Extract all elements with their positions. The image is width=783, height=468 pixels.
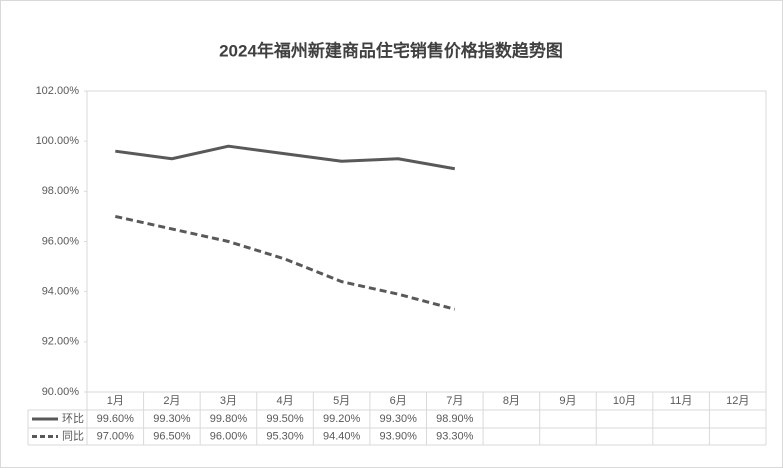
table-value: 99.50% <box>266 413 304 425</box>
x-tick-label: 11月 <box>670 395 692 407</box>
table-value: 93.90% <box>380 430 418 442</box>
table-value: 99.30% <box>153 413 191 425</box>
y-tick-label: 98.00% <box>42 185 80 197</box>
legend-label: 同比 <box>62 429 84 442</box>
table-value: 99.30% <box>380 413 418 425</box>
y-tick-label: 94.00% <box>42 286 80 298</box>
legend-label: 环比 <box>62 412 84 425</box>
table-value: 94.40% <box>323 430 361 442</box>
table-value: 97.00% <box>97 430 135 442</box>
table-value: 93.30% <box>436 430 474 442</box>
series-line <box>114 214 456 311</box>
x-tick-label: 5月 <box>333 395 350 407</box>
x-tick-label: 10月 <box>613 395 636 407</box>
y-tick-label: 100.00% <box>36 135 80 147</box>
series-line <box>115 144 456 171</box>
table-value: 98.90% <box>436 413 474 425</box>
y-tick-label: 102.00% <box>36 85 80 97</box>
x-tick-label: 7月 <box>446 395 463 407</box>
table-value: 96.50% <box>153 430 191 442</box>
x-tick-label: 12月 <box>726 395 749 407</box>
x-tick-label: 4月 <box>276 395 293 407</box>
x-tick-label: 8月 <box>503 395 520 407</box>
table-value: 99.60% <box>97 413 135 425</box>
table-value: 96.00% <box>210 430 248 442</box>
chart-title: 2024年福州新建商品住宅销售价格指数趋势图 <box>219 40 563 60</box>
x-tick-label: 1月 <box>107 395 124 407</box>
y-tick-label: 96.00% <box>42 235 80 247</box>
x-tick-label: 2月 <box>163 395 180 407</box>
table-value: 99.80% <box>210 413 248 425</box>
x-tick-label: 9月 <box>559 395 576 407</box>
x-tick-label: 6月 <box>390 395 407 407</box>
x-tick-label: 3月 <box>220 395 237 407</box>
table-value: 99.20% <box>323 413 361 425</box>
y-tick-label: 92.00% <box>42 336 80 348</box>
y-tick-label: 90.00% <box>42 386 80 398</box>
table-value: 95.30% <box>266 430 304 442</box>
